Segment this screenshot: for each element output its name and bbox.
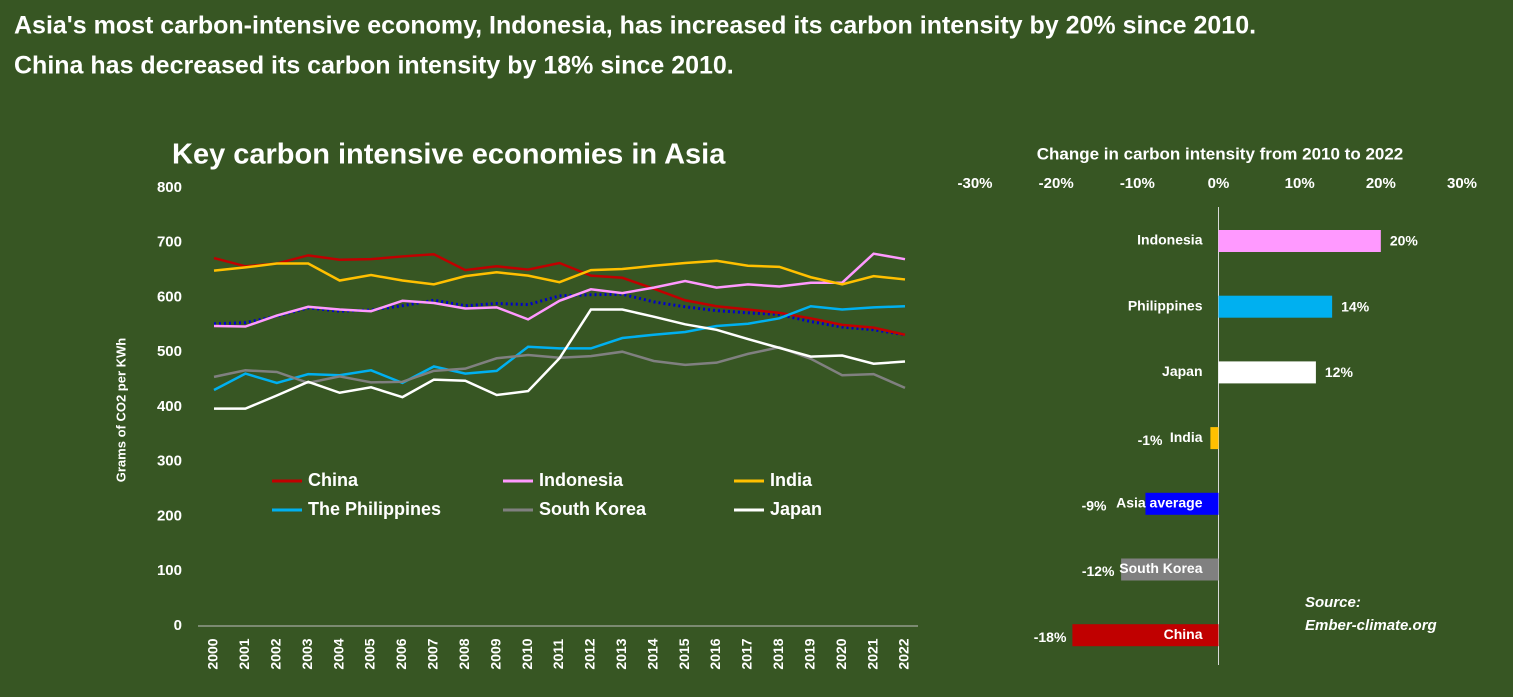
y-tick-label: 0 xyxy=(174,617,182,634)
legend-label: India xyxy=(770,470,813,490)
x-tick-label: 2005 xyxy=(362,638,378,669)
x-tick-label: 2018 xyxy=(770,638,786,669)
x-tick-label: 2008 xyxy=(456,638,472,669)
chart-title: Change in carbon intensity from 2010 to … xyxy=(1037,144,1404,163)
legend-label: South Korea xyxy=(539,499,647,519)
bar xyxy=(1072,624,1219,647)
x-tick-label: -20% xyxy=(1039,175,1074,192)
value-label: 20% xyxy=(1390,233,1419,249)
y-tick-label: 200 xyxy=(157,507,182,524)
x-tick-label: 10% xyxy=(1285,175,1315,192)
x-tick-label: 2019 xyxy=(801,638,817,669)
y-axis-label: Grams of CO2 per KWh xyxy=(113,338,128,483)
value-label: -9% xyxy=(1082,498,1107,514)
y-tick-label: 400 xyxy=(157,398,182,415)
y-tick-label: 800 xyxy=(157,179,182,196)
series-line xyxy=(213,252,906,328)
chart-title: Key carbon intensive economies in Asia xyxy=(172,139,726,171)
x-tick-label: 2004 xyxy=(330,638,346,669)
y-tick-label: 300 xyxy=(157,453,182,470)
category-label: Philippines xyxy=(1128,297,1203,313)
category-label: Japan xyxy=(1162,363,1202,379)
y-tick-label: 600 xyxy=(157,288,182,305)
x-tick-label: 2021 xyxy=(864,638,880,669)
y-tick-label: 700 xyxy=(157,234,182,251)
x-tick-label: 2002 xyxy=(268,638,284,669)
x-tick-label: 2017 xyxy=(739,638,755,669)
bar xyxy=(1218,230,1381,252)
x-tick-label: 2020 xyxy=(833,638,849,669)
x-tick-label: 2012 xyxy=(582,638,598,669)
bar xyxy=(1218,295,1333,318)
series-line xyxy=(213,259,906,286)
x-tick-label: 2003 xyxy=(299,638,315,669)
series-line xyxy=(213,304,906,392)
x-tick-label: -10% xyxy=(1120,175,1155,192)
bar xyxy=(1145,492,1219,515)
x-tick-label: 2011 xyxy=(550,639,566,670)
headline: China has decreased its carbon intensity… xyxy=(14,52,734,80)
value-label: 14% xyxy=(1341,298,1370,314)
headline: Asia's most carbon-intensive economy, In… xyxy=(14,12,1256,40)
x-tick-label: 2013 xyxy=(613,638,629,669)
legend-label: Indonesia xyxy=(539,470,624,490)
y-tick-label: 100 xyxy=(157,562,182,579)
bar xyxy=(1218,361,1316,384)
value-label: -1% xyxy=(1138,432,1163,448)
x-tick-label: 2007 xyxy=(425,638,441,669)
x-tick-label: 30% xyxy=(1447,175,1477,192)
source: Ember-climate.org xyxy=(1305,617,1437,634)
x-tick-label: 2009 xyxy=(487,638,503,669)
series-line xyxy=(214,308,906,410)
value-label: 12% xyxy=(1325,364,1354,380)
x-tick-label: 2006 xyxy=(393,638,409,669)
source: Source: xyxy=(1305,594,1361,611)
category-label: China xyxy=(1164,626,1203,642)
bar xyxy=(1121,558,1219,581)
x-tick-label: 20% xyxy=(1366,175,1396,192)
legend-label: The Philippines xyxy=(308,499,441,519)
x-tick-label: -30% xyxy=(957,175,992,192)
x-tick-label: 2000 xyxy=(205,638,221,669)
legend-label: China xyxy=(308,470,359,490)
category-label: Indonesia xyxy=(1137,232,1203,248)
x-tick-label: 2022 xyxy=(896,638,912,669)
category-label: South Korea xyxy=(1119,560,1202,576)
y-tick-label: 500 xyxy=(157,343,182,360)
x-tick-label: 2014 xyxy=(644,638,660,669)
x-tick-label: 2001 xyxy=(236,638,252,669)
x-tick-label: 2010 xyxy=(519,638,535,669)
x-tick-label: 2016 xyxy=(707,638,723,669)
category-label: India xyxy=(1170,429,1203,445)
legend-label: Japan xyxy=(770,499,822,519)
category-label: Asia average xyxy=(1116,495,1203,511)
value-label: -12% xyxy=(1082,563,1115,579)
value-label: -18% xyxy=(1034,629,1067,645)
x-tick-label: 2015 xyxy=(676,638,692,669)
x-tick-label: 0% xyxy=(1208,175,1230,192)
bar xyxy=(1210,427,1219,450)
